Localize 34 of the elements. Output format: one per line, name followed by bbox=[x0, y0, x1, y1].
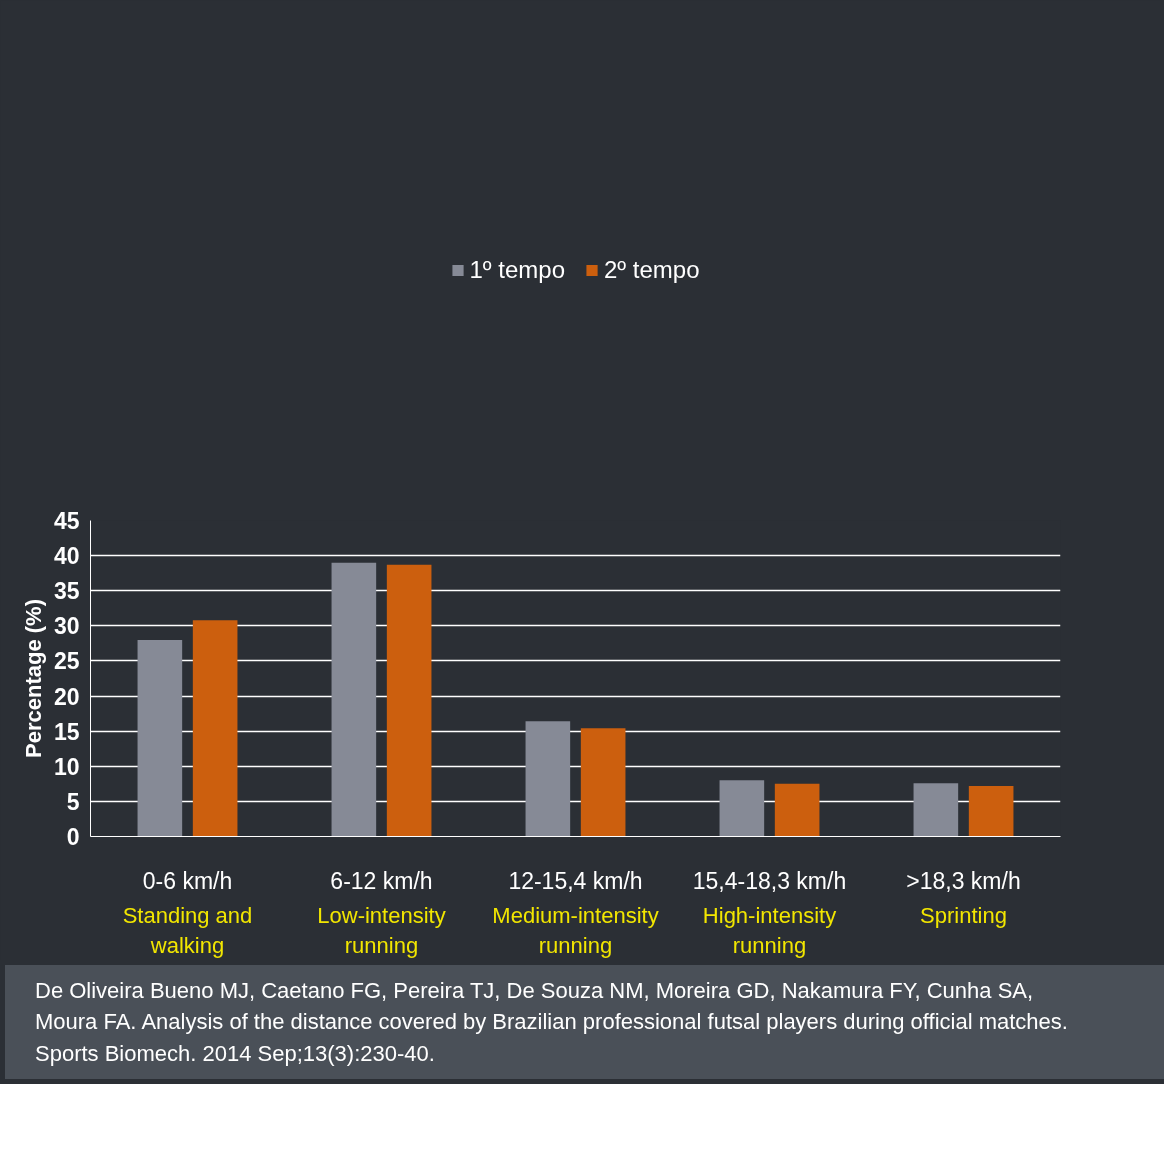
y-tick-label: 40 bbox=[53, 543, 80, 570]
y-axis-title: Percentage (%) bbox=[20, 599, 46, 758]
y-tick-label: 20 bbox=[53, 683, 80, 710]
y-tick-label: 35 bbox=[53, 578, 80, 605]
legend-label: 2º tempo bbox=[604, 256, 700, 284]
y-tick-label: 15 bbox=[53, 718, 80, 745]
text: Medium-intensity running bbox=[492, 902, 659, 958]
bar bbox=[331, 562, 377, 837]
y-tick-label: 0 bbox=[66, 824, 80, 850]
bar bbox=[386, 564, 432, 837]
text: Sprinting bbox=[920, 902, 1007, 928]
bar bbox=[913, 783, 959, 837]
x-tick-label: 6-12 km/h bbox=[330, 867, 433, 894]
text: De Oliveira Bueno MJ, Caetano FG, Pereira TJ, De Souza NM, Moreira GD, Nakamura FY, Cunha SA, Moura FA. Analysis of the distance covered by Brazilian professional futsal players during official matches. Sports Biomech. 2014 Sep;13(3):230-40. bbox=[5, 965, 1105, 1080]
y-tick-label: 45 bbox=[53, 508, 80, 534]
bar bbox=[580, 728, 626, 837]
y-tick-label: 30 bbox=[53, 613, 80, 640]
x-tick-label: 12-15,4 km/h bbox=[508, 867, 643, 894]
bar bbox=[525, 721, 571, 837]
x-tick-label: >18,3 km/h bbox=[906, 867, 1021, 894]
x-tick-label: 15,4-18,3 km/h bbox=[692, 867, 847, 894]
y-tick-label: 25 bbox=[53, 648, 80, 675]
legend-label: 1º tempo bbox=[469, 256, 565, 284]
x-tick-label: 0-6 km/h bbox=[142, 867, 233, 894]
bar bbox=[192, 620, 238, 837]
bar bbox=[968, 785, 1014, 837]
text: Standing and walking bbox=[122, 902, 253, 958]
y-tick-label: 10 bbox=[53, 753, 80, 780]
bar bbox=[137, 639, 183, 837]
y-tick-label: 5 bbox=[66, 788, 80, 815]
text: Low-intensity running bbox=[317, 902, 446, 958]
bar bbox=[774, 783, 820, 837]
text: High-intensity running bbox=[702, 902, 837, 958]
bar bbox=[719, 780, 765, 837]
